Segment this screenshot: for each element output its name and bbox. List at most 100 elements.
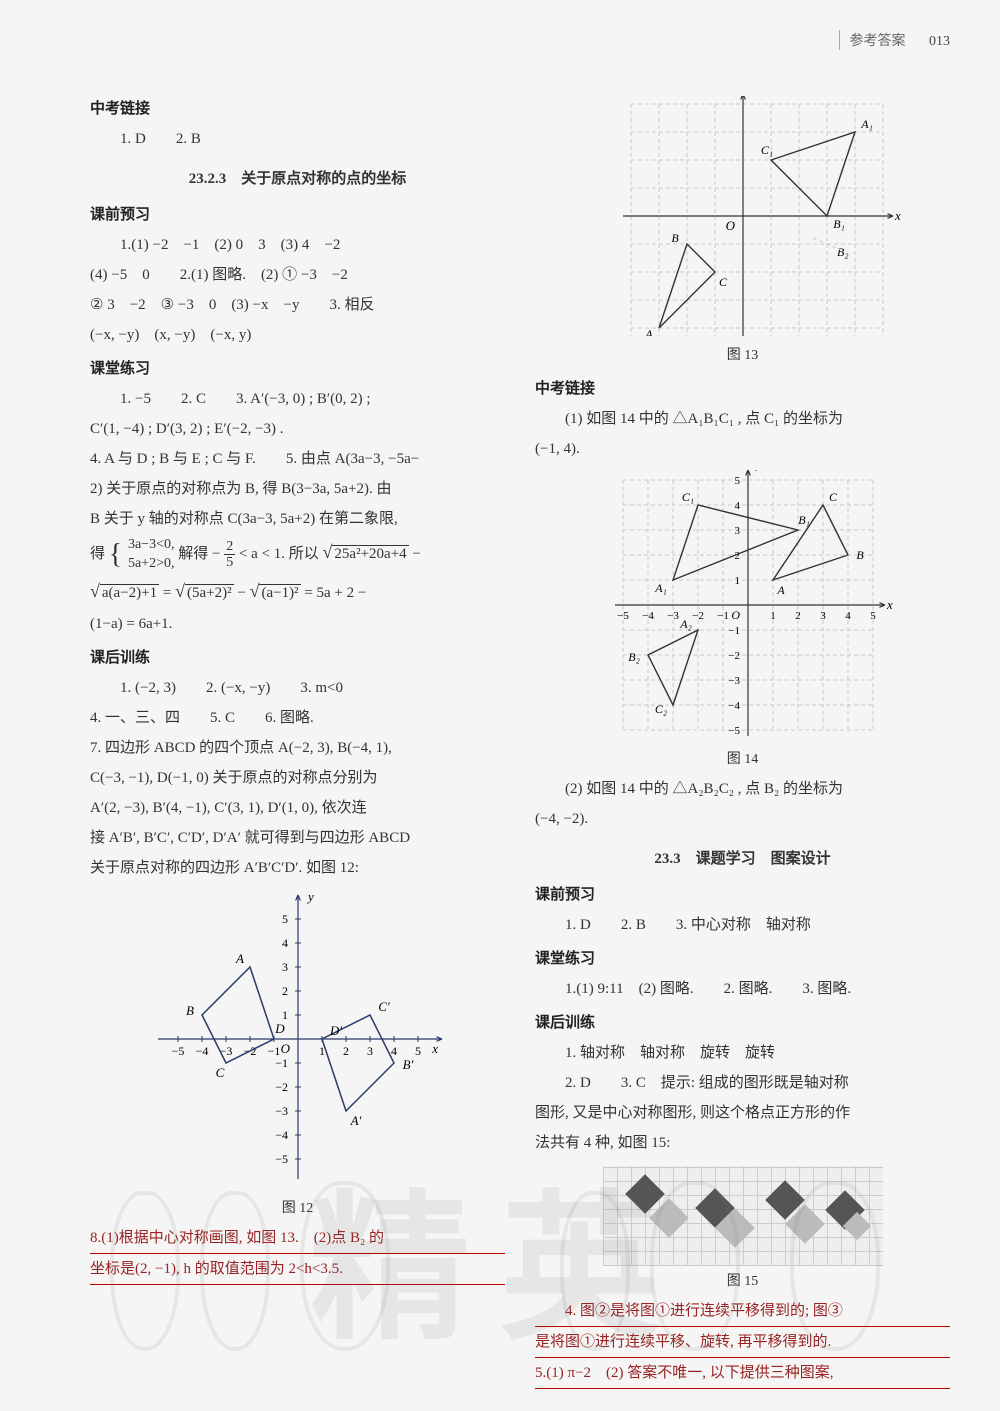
svg-text:−2: −2 [692, 610, 704, 622]
svg-text:−1: −1 [275, 1056, 288, 1070]
page-header: 参考答案 013 [839, 30, 951, 50]
khxl-r-l1: 1. 轴对称 轴对称 旋转 旋转 [535, 1038, 950, 1068]
sqrt-icon: √ [250, 581, 260, 601]
svg-text:B₁: B₁ [833, 217, 845, 231]
sqrt1: 25a²+20a+4 [332, 545, 408, 562]
svg-text:A₂: A₂ [679, 617, 692, 631]
khxl-r-l2: 2. D 3. C 提示: 组成的图形既是轴对称 [535, 1068, 950, 1098]
svg-text:4: 4 [391, 1044, 397, 1058]
svg-text:−5: −5 [171, 1044, 184, 1058]
svg-text:2: 2 [282, 984, 288, 998]
title-233: 23.3 课题学习 图案设计 [535, 844, 950, 874]
svg-text:3: 3 [282, 960, 288, 974]
zklj-l1: (1) 如图 14 中的 △A₁B₁C₁ , 点 C₁ 的坐标为 [535, 404, 950, 434]
svg-text:x: x [894, 208, 901, 223]
svg-text:D′: D′ [328, 1023, 341, 1038]
zklj-l2: (−1, 4). [535, 434, 950, 464]
svg-text:−2: −2 [275, 1080, 288, 1094]
page-number: 013 [929, 34, 950, 49]
svg-text:3: 3 [734, 525, 740, 537]
fig12-caption: 图 12 [90, 1195, 505, 1223]
ktlx-l2: C′(1, −4) ; D′(3, 2) ; E′(−2, −3) . [90, 414, 505, 444]
svg-text:−3: −3 [667, 610, 679, 622]
svg-text:−2: −2 [728, 650, 740, 662]
ktlx-l6: 得 { 3a−3<0, 5a+2>0, 解得 − 2 5 < a < 1. 所以… [90, 534, 505, 573]
svg-text:C: C [828, 490, 837, 504]
left-column: 中考链接 1. D 2. B 23.2.3 关于原点对称的点的坐标 课前预习 1… [90, 90, 505, 1389]
svg-text:1: 1 [734, 575, 740, 587]
l6-end: − [412, 546, 420, 562]
q8-l1: 8.(1)根据中心对称画图, 如图 13. (2)点 B₂ 的 [90, 1223, 505, 1254]
ktlx-l1: 1. −5 2. C 3. A′(−3, 0) ; B′(0, 2) ; [90, 384, 505, 414]
svg-text:2: 2 [734, 550, 740, 562]
ktlx-l4: 2) 关于原点的对称点为 B, 得 B(3−3a, 5a+2). 由 [90, 474, 505, 504]
svg-text:x: x [431, 1041, 438, 1056]
svg-text:O: O [280, 1041, 290, 1056]
svg-text:1: 1 [282, 1008, 288, 1022]
ineq-top: 3a−3<0, [128, 537, 175, 552]
heading-kqyx-r: 课前预习 [535, 880, 950, 910]
svg-text:B: B [186, 1003, 194, 1018]
s2: (5a+2)² [185, 584, 234, 601]
svg-text:C₁: C₁ [681, 490, 693, 504]
frac-2-5: 2 5 [224, 539, 235, 571]
svg-text:−5: −5 [617, 610, 629, 622]
svg-text:A₁: A₁ [654, 581, 667, 595]
svg-text:4: 4 [734, 500, 740, 512]
svg-text:A₁: A₁ [860, 117, 873, 131]
s3: (a−1)² [259, 584, 300, 601]
heading-kqyx: 课前预习 [90, 200, 505, 230]
svg-text:4: 4 [845, 610, 851, 622]
zklj-l3: (2) 如图 14 中的 △A₂B₂C₂ , 点 B₂ 的坐标为 [535, 774, 950, 804]
header-label: 参考答案 [850, 34, 906, 49]
svg-text:−4: −4 [275, 1128, 288, 1142]
svg-text:y: y [306, 889, 314, 904]
svg-text:C: C [718, 275, 727, 289]
figure-15 [603, 1166, 883, 1266]
svg-text:x: x [886, 597, 893, 612]
kqyx-l2: (4) −5 0 2.(1) 图略. (2) ① −3 −2 [90, 260, 505, 290]
kqyx-l3: ② 3 −2 ③ −3 0 (3) −x −y 3. 相反 [90, 290, 505, 320]
svg-text:2: 2 [343, 1044, 349, 1058]
frac-num: 2 [224, 539, 235, 555]
ktlx-l5: B 关于 y 轴的对称点 C(3a−3, 5a+2) 在第二象限, [90, 504, 505, 534]
khxl-l7: 关于原点对称的四边形 A′B′C′D′. 如图 12: [90, 853, 505, 883]
heading-zklj: 中考链接 [90, 94, 505, 124]
khxl-l1: 1. (−2, 3) 2. (−x, −y) 3. m<0 [90, 673, 505, 703]
svg-text:B₂: B₂ [628, 650, 640, 664]
eq: = [163, 585, 175, 601]
fig15-caption: 图 15 [535, 1268, 950, 1296]
svg-text:3: 3 [820, 610, 826, 622]
svg-text:5: 5 [870, 610, 876, 622]
svg-text:C: C [215, 1065, 224, 1080]
svg-text:5: 5 [282, 912, 288, 926]
right-column: xyOB₂ABCA₁B₁C₁ 图 13 中考链接 (1) 如图 14 中的 △A… [535, 90, 950, 1389]
svg-text:B₂: B₂ [837, 245, 849, 259]
svg-text:−3: −3 [728, 675, 740, 687]
q4-l2: 是将图①进行连续平移、旋转, 再平移得到的. [535, 1327, 950, 1358]
q4-l1: 4. 图②是将图①进行连续平移得到的; 图③ [535, 1296, 950, 1327]
l7-end: = 5a + 2 − [304, 585, 366, 601]
svg-text:B: B [856, 548, 864, 562]
l6-post: < a < 1. 所以 [239, 546, 323, 562]
svg-text:−5: −5 [728, 725, 740, 737]
svg-text:C′: C′ [378, 999, 390, 1014]
svg-text:3: 3 [367, 1044, 373, 1058]
svg-text:5: 5 [415, 1044, 421, 1058]
svg-text:C₁: C₁ [760, 143, 772, 157]
svg-text:−5: −5 [275, 1152, 288, 1166]
fig13-caption: 图 13 [535, 342, 950, 370]
zklj-l4: (−4, −2). [535, 804, 950, 834]
ktlx-r-l1: 1.(1) 9:11 (2) 图略. 2. 图略. 3. 图略. [535, 974, 950, 1004]
svg-text:−1: −1 [728, 625, 740, 637]
figure-12: xyO−5−4−3−2−112345−5−4−3−2−112345ABCDA′B… [148, 889, 448, 1189]
khxl-l2: 4. 一、三、四 5. C 6. 图略. [90, 703, 505, 733]
brace-icon: { [109, 541, 122, 569]
svg-text:B₁: B₁ [798, 513, 810, 527]
svg-text:−4: −4 [195, 1044, 208, 1058]
s1: a(a−2)+1 [100, 584, 159, 601]
minus: − [237, 585, 249, 601]
svg-text:−4: −4 [728, 700, 740, 712]
q5: 5.(1) π−2 (2) 答案不唯一, 以下提供三种图案, [535, 1358, 950, 1389]
svg-text:5: 5 [734, 475, 740, 487]
